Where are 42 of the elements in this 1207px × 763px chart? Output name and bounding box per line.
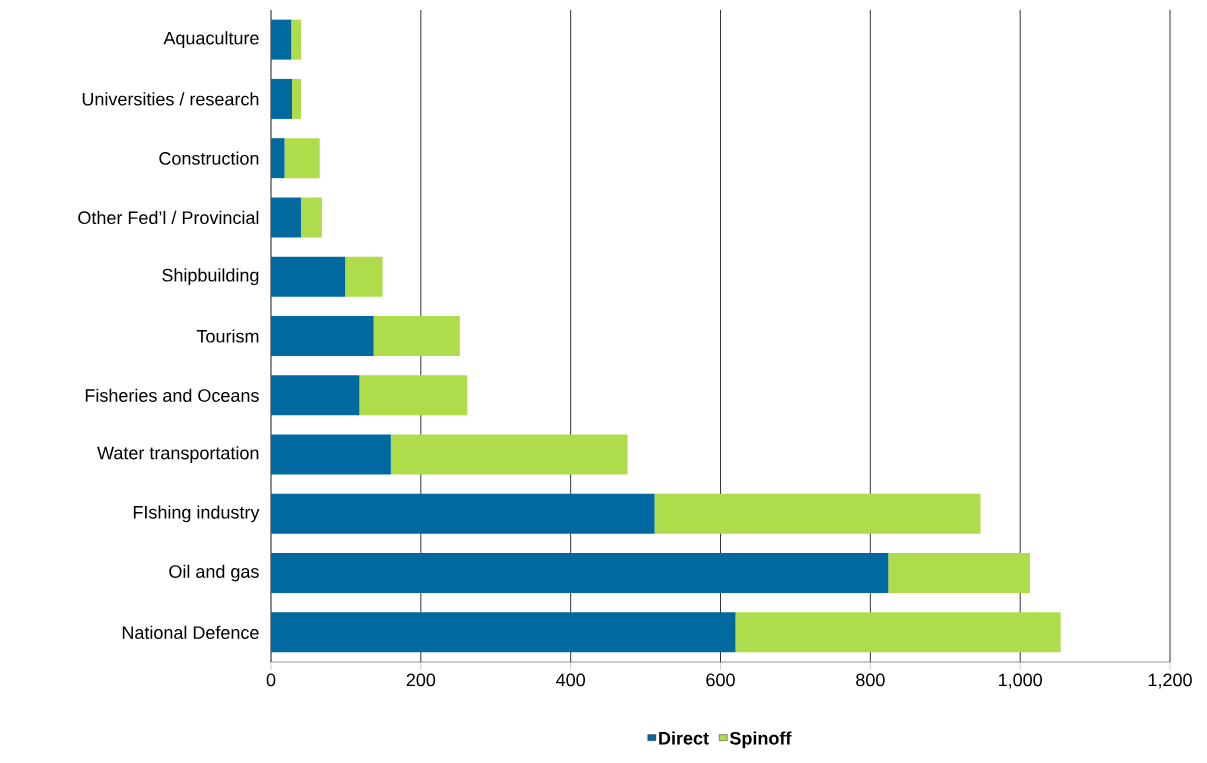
legend-label: Spinoff — [729, 731, 792, 749]
legend-label: Direct — [659, 731, 709, 745]
y-tick-label: Other Fed’l / Provincial — [78, 210, 259, 225]
bar — [271, 19, 292, 60]
y-tick-label: Tourism — [196, 329, 259, 343]
y-tick-label: Universities / research — [82, 92, 259, 106]
x-tick-label: 800 — [856, 673, 885, 687]
bar — [291, 19, 301, 60]
bar — [300, 197, 322, 238]
bar — [271, 256, 346, 297]
bar — [271, 434, 391, 475]
y-tick-label: National Defence — [122, 625, 259, 639]
bar — [735, 612, 1061, 653]
x-tick-label: 1,200 — [1148, 673, 1192, 689]
y-tick-label: Aquaculture — [163, 31, 259, 49]
y-tick-label: Oil and gas — [169, 564, 259, 582]
y-tick-label: Construction — [159, 151, 259, 165]
x-tick-label: 600 — [706, 673, 735, 687]
bar — [271, 375, 360, 416]
bar — [345, 256, 383, 297]
x-tick-label: 1,000 — [999, 673, 1042, 689]
bar — [359, 375, 468, 416]
bar — [271, 197, 301, 238]
bar — [888, 553, 1030, 594]
y-tick-label: Fisheries and Oceans — [85, 388, 259, 402]
bar — [390, 434, 628, 475]
x-tick-label: 200 — [406, 673, 436, 687]
bar — [284, 138, 320, 179]
y-tick-label: Water transportation — [97, 446, 259, 463]
y-tick-label: FIshing industry — [133, 505, 260, 523]
bar — [373, 316, 460, 357]
bar — [271, 612, 736, 653]
y-tick-label: Shipbuilding — [162, 268, 259, 286]
x-tick-label: 0 — [266, 673, 276, 687]
bar — [271, 78, 292, 119]
bar — [271, 553, 889, 594]
bar — [291, 78, 301, 119]
bar — [271, 493, 655, 534]
bar — [271, 138, 285, 179]
bar — [271, 316, 374, 357]
bar — [654, 493, 981, 534]
x-tick-label: 400 — [556, 673, 585, 687]
